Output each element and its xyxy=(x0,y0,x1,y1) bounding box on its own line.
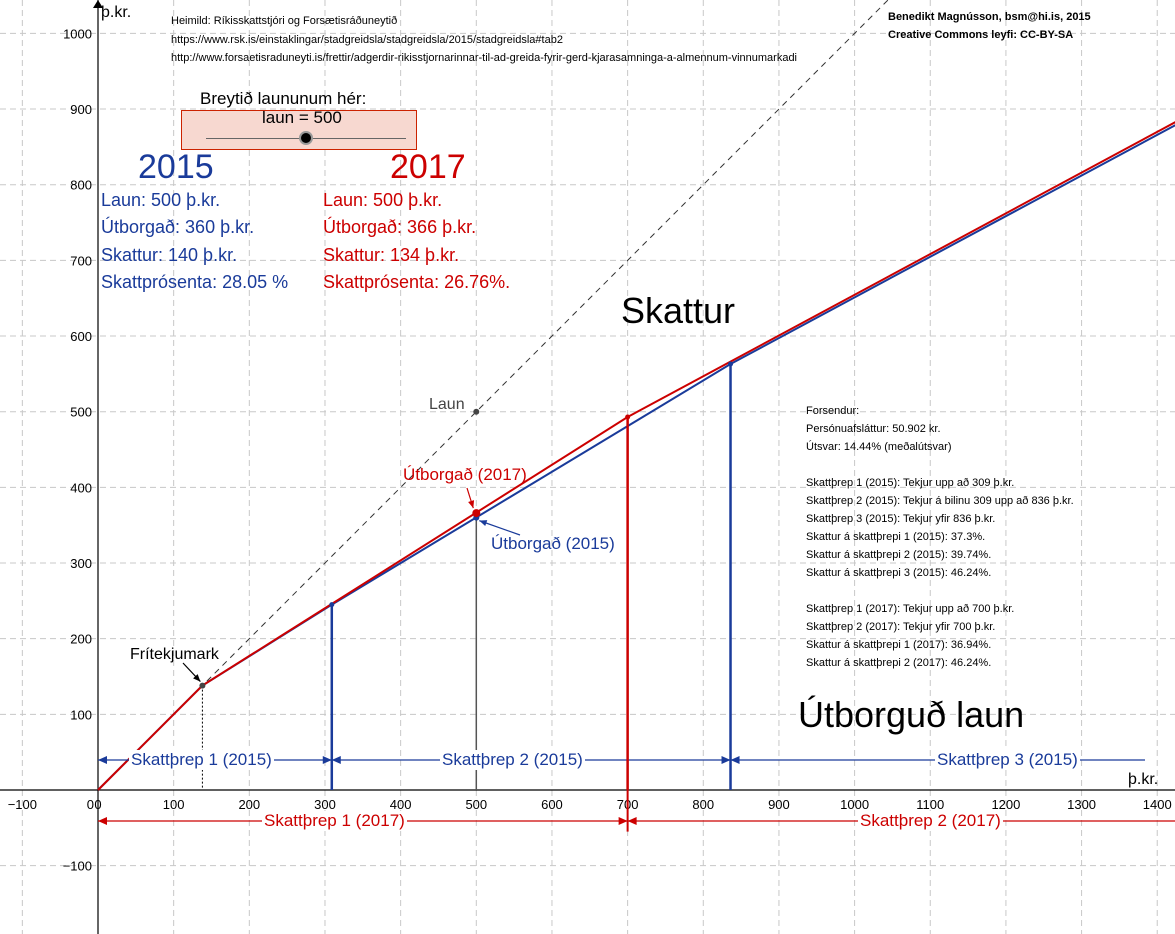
x-tick-label: 600 xyxy=(541,797,563,812)
assumption-line: Skattur á skattþrepi 1 (2017): 36.94%. xyxy=(806,639,992,651)
assumption-line: Skattur á skattþrepi 2 (2015): 39.74%. xyxy=(806,549,992,561)
source-line-3: http://www.forsaetisraduneyti.is/frettir… xyxy=(171,52,798,64)
skattprosenta-2015: Skattprósenta: 28.05 % xyxy=(101,272,289,292)
tick-labels: −100010020030040050060070080090010001100… xyxy=(8,26,1172,873)
slider-knob[interactable] xyxy=(299,131,313,145)
assumption-line: Skattþrep 1 (2017): Tekjur upp að 700 þ.… xyxy=(806,603,1015,615)
bracket-2015-2-label: Skattþrep 2 (2015) xyxy=(440,750,585,770)
y-tick-label: −100 xyxy=(63,859,92,874)
x-tick-label: 400 xyxy=(390,797,412,812)
fritekjumark-label: Frítekjumark xyxy=(130,646,219,663)
y-axis-arrow xyxy=(93,0,103,8)
utborgad-2017-label: Útborgað (2017) xyxy=(403,465,527,484)
bracket-2015-3-label: Skattþrep 3 (2015) xyxy=(935,750,1080,770)
laun-point-label: Laun xyxy=(429,396,465,413)
series-2017-line xyxy=(97,121,1175,791)
markers xyxy=(182,361,734,832)
x-tick-label: 1000 xyxy=(840,797,869,812)
assumption-line: Skattur á skattþrepi 2 (2017): 46.24%. xyxy=(806,657,992,669)
assumption-line: Skattur á skattþrepi 3 (2015): 46.24%. xyxy=(806,567,992,579)
y-tick-label: 500 xyxy=(70,405,92,420)
bracket-boundary-point xyxy=(329,602,335,608)
year-2015-heading: 2015 xyxy=(138,148,214,186)
y-tick-label: 400 xyxy=(70,480,92,495)
y-tick-label: 300 xyxy=(70,556,92,571)
utborgad-2017: Útborgað: 366 þ.kr. xyxy=(323,217,477,237)
year-2017-heading: 2017 xyxy=(390,148,466,186)
bracket-2015-arrow-head-right xyxy=(322,756,332,764)
bracket-2017-2-label: Skattþrep 2 (2017) xyxy=(858,811,1003,831)
fritekjumark-point xyxy=(199,682,206,689)
bracket-2017-arrow-head-left xyxy=(627,817,637,825)
skattprosenta-2017: Skattprósenta: 26.76%. xyxy=(323,272,511,292)
source-line-1: Heimild: Ríkisskattstjóri og Forsætisráð… xyxy=(171,15,398,27)
y-tick-label: 200 xyxy=(70,632,92,647)
x-tick-label: 800 xyxy=(692,797,714,812)
assumption-line: Útsvar: 14.44% (meðalútsvar) xyxy=(806,441,952,453)
laun-2015: Laun: 500 þ.kr. xyxy=(101,190,221,210)
bracket-2015-arrow-head-left xyxy=(730,756,740,764)
x-tick-label: 1100 xyxy=(916,797,944,812)
x-axis-label: þ.kr. xyxy=(1128,771,1159,788)
utborgad-2015-arrow-head xyxy=(479,520,488,527)
x-tick-label: 500 xyxy=(465,797,487,812)
utborgad-2017-arrow-head xyxy=(468,500,475,509)
y-tick-label: 800 xyxy=(70,178,92,193)
utborgad-2015-label: Útborgað (2015) xyxy=(491,534,615,553)
bracket-2017-arrow-head-right xyxy=(618,817,628,825)
bracket-2015-arrow-head-left xyxy=(331,756,341,764)
y-axis-label: þ.kr. xyxy=(101,4,132,21)
x-tick-label: −100 xyxy=(8,797,37,812)
x-tick-label: 100 xyxy=(163,797,185,812)
x-tick-label: 1300 xyxy=(1067,797,1096,812)
y-tick-label: 1000 xyxy=(63,26,92,41)
bracket-2017-arrow-head-left xyxy=(98,817,107,825)
bracket-2017-1-label: Skattþrep 1 (2017) xyxy=(262,811,407,831)
x-tick-label: 200 xyxy=(238,797,260,812)
assumption-line: Persónuafsláttur: 50.902 kr. xyxy=(806,423,941,435)
laun-2017: Laun: 500 þ.kr. xyxy=(323,190,443,210)
bracket-2015-1-label: Skattþrep 1 (2015) xyxy=(129,750,274,770)
skattur-2015: Skattur: 140 þ.kr. xyxy=(101,245,238,265)
assumption-line: Skattþrep 2 (2017): Tekjur yfir 700 þ.kr… xyxy=(806,621,996,633)
assumption-line: Skattþrep 2 (2015): Tekjur á bilinu 309 … xyxy=(806,495,1074,507)
salary-slider[interactable] xyxy=(181,110,417,150)
x-tick-label: 300 xyxy=(314,797,336,812)
series-2015-line xyxy=(97,124,1175,791)
fritekjumark-arrow-head xyxy=(193,674,201,682)
bracket-boundary-point xyxy=(625,414,631,420)
bracket-2015-arrow-head-left xyxy=(98,756,107,764)
y-tick-label: 900 xyxy=(70,102,92,117)
utborgad-2015: Útborgað: 360 þ.kr. xyxy=(101,217,255,237)
skattur-2017: Skattur: 134 þ.kr. xyxy=(323,245,460,265)
x-tick-label: 900 xyxy=(768,797,790,812)
y-tick-label: 700 xyxy=(70,253,92,268)
bracket-boundary-point xyxy=(728,361,734,367)
x-tick-label: 1400 xyxy=(1143,797,1172,812)
license-credit: Creative Commons leyfi: CC-BY-SA xyxy=(888,29,1074,41)
slider-label: Breytið laununum hér: xyxy=(200,89,367,108)
author-credit: Benedikt Magnússon, bsm@hi.is, 2015 xyxy=(888,11,1091,23)
x-tick-label: 1200 xyxy=(991,797,1020,812)
y-tick-label: 600 xyxy=(70,329,92,344)
laun-point xyxy=(473,408,480,415)
assumption-line: Skattþrep 3 (2015): Tekjur yfir 836 þ.kr… xyxy=(806,513,996,525)
utborgad-2017-point xyxy=(472,509,481,518)
assumptions-title: Forsendur: xyxy=(806,405,860,417)
y-tick-label: 100 xyxy=(70,707,92,722)
slider-value: laun = 500 xyxy=(262,108,342,127)
x-tick-label: 0 xyxy=(94,797,101,812)
origin-label: 0 xyxy=(87,797,94,812)
utborgud-laun-region-label: Útborguð laun xyxy=(798,694,1025,735)
skattur-region-label: Skattur xyxy=(621,290,736,331)
assumption-line: Skattþrep 1 (2015): Tekjur upp að 309 þ.… xyxy=(806,477,1015,489)
bracket-2015-arrow-head-right xyxy=(721,756,731,764)
source-line-2: https://www.rsk.is/einstaklingar/stadgre… xyxy=(171,34,563,46)
assumption-line: Skattur á skattþrepi 1 (2015): 37.3%. xyxy=(806,531,986,543)
